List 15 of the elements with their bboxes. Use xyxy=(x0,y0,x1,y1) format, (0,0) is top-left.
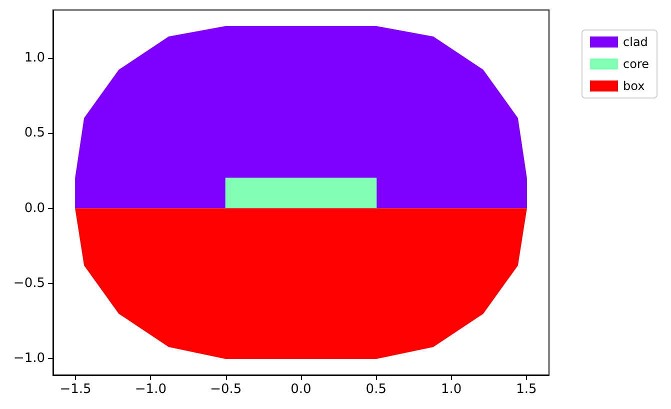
y-tick-label: −1.0 xyxy=(13,350,45,366)
x-tick-label: 0.0 xyxy=(290,382,312,397)
y-tick-label: −0.5 xyxy=(13,276,45,291)
x-tick-label: 0.5 xyxy=(366,382,386,397)
legend-label: clad xyxy=(623,35,648,49)
y-tick-label: 0.5 xyxy=(24,126,45,141)
x-tick-label: 1.5 xyxy=(516,382,537,397)
x-tick-label: −0.5 xyxy=(210,382,242,397)
x-tick-label: −1.5 xyxy=(60,382,92,397)
y-tick-label: 0.0 xyxy=(24,200,45,216)
y-tick-label: 1.0 xyxy=(24,50,45,66)
x-tick-label: 1.0 xyxy=(440,382,462,397)
legend-label: box xyxy=(623,79,645,93)
x-tick-label: −1.0 xyxy=(134,382,166,397)
legend-label: core xyxy=(623,57,650,71)
